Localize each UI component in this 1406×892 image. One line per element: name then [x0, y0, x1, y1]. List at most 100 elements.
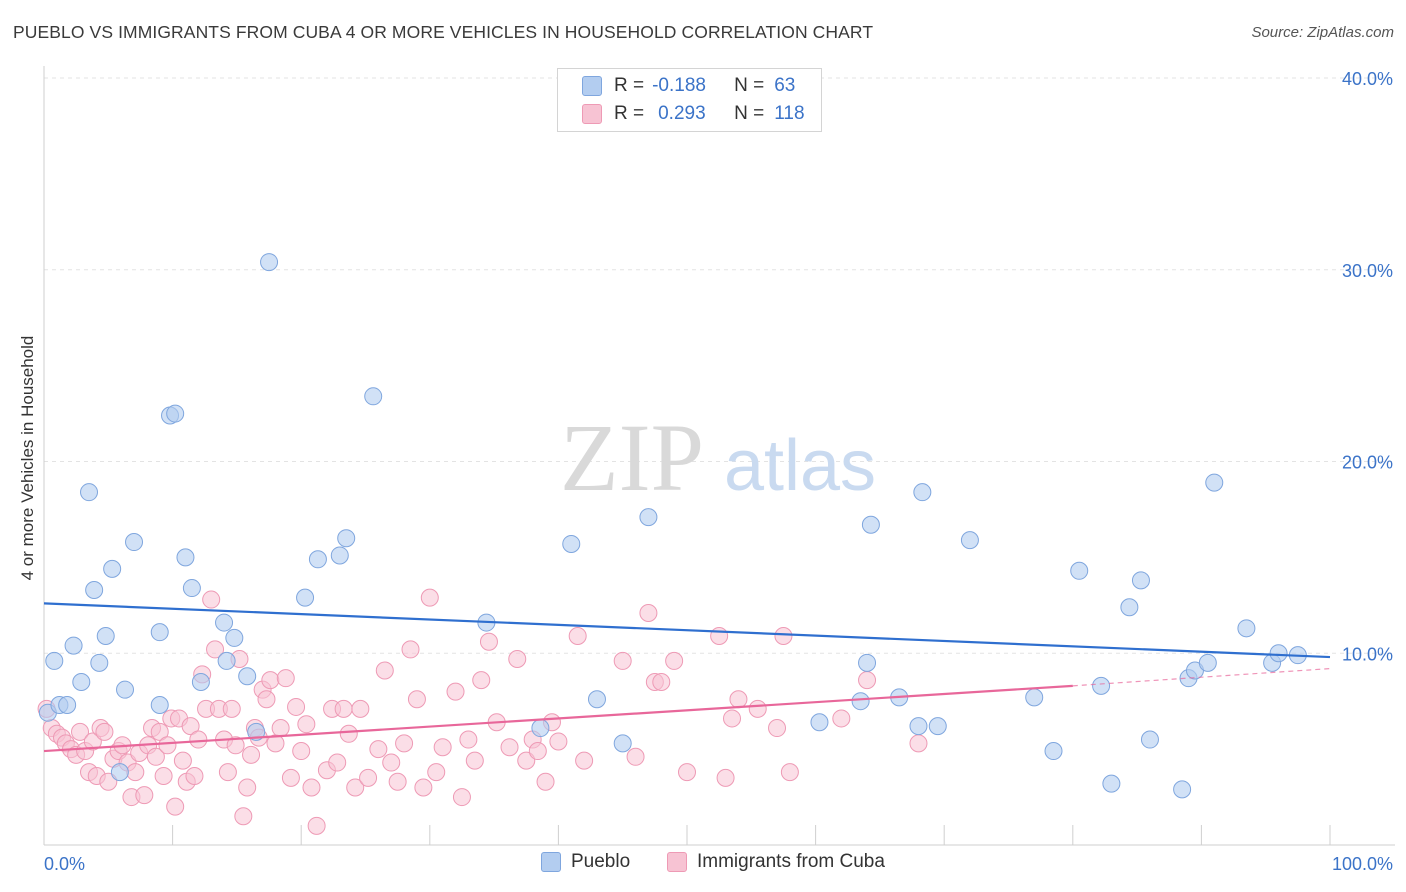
pueblo-point	[238, 667, 257, 686]
cuba-point	[427, 763, 446, 782]
cuba-point	[154, 766, 173, 785]
pueblo-point	[562, 534, 581, 553]
cuba-point	[202, 590, 221, 609]
cuba-point	[334, 699, 353, 718]
cuba-point	[388, 772, 407, 791]
cuba-point	[536, 772, 555, 791]
y-tick-label: 40.0%	[1342, 69, 1393, 89]
cuba-point	[407, 690, 426, 709]
y-tick-label: 30.0%	[1342, 261, 1393, 281]
cuba-point	[452, 788, 471, 807]
pueblo-point	[166, 404, 185, 423]
cuba-point	[472, 671, 491, 690]
legend-row-cuba: R = 0.293 N = 118	[582, 102, 805, 126]
cuba-point	[95, 722, 114, 741]
cuba-point	[549, 732, 568, 751]
y-tick-label: 10.0%	[1342, 644, 1393, 664]
cuba-point	[307, 816, 326, 835]
pueblo-point	[125, 533, 144, 552]
legend-n-value: 118	[774, 103, 805, 124]
cuba-swatch-icon	[582, 104, 602, 124]
cuba-trend-extension	[1072, 667, 1331, 687]
source-label: Source: ZipAtlas.com	[1251, 24, 1394, 41]
cuba-point	[189, 730, 208, 749]
pueblo-point	[58, 696, 77, 715]
cuba-point	[780, 763, 799, 782]
cuba-point	[479, 632, 498, 651]
cuba-point	[135, 786, 154, 805]
y-axis-label: 4 or more Vehicles in Household	[18, 335, 37, 581]
pueblo-point	[913, 483, 932, 502]
cuba-point	[158, 736, 177, 755]
legend-item-pueblo: Pueblo	[541, 851, 630, 873]
cuba-point	[401, 640, 420, 659]
tick-labels: 10.0% 20.0% 30.0% 40.0% 0.0% 100.0%	[44, 69, 1393, 874]
pueblo-point	[96, 626, 115, 645]
cuba-point	[281, 768, 300, 787]
pueblo-point	[613, 734, 632, 753]
cuba-point	[575, 751, 594, 770]
cuba-point	[126, 763, 145, 782]
cuba-point	[257, 690, 276, 709]
pueblo-point	[150, 623, 169, 642]
legend-n-value: 63	[774, 75, 796, 96]
cuba-point	[181, 717, 200, 736]
cuba-point	[433, 738, 452, 757]
pueblo-point	[1237, 619, 1256, 638]
pueblo-point	[1140, 730, 1159, 749]
cuba-point	[292, 742, 311, 761]
legend-r-label: R =	[614, 103, 645, 124]
legend-n-label: N =	[734, 103, 765, 124]
pueblo-point	[851, 692, 870, 711]
cuba-point	[287, 697, 306, 716]
pueblo-trend-line	[43, 602, 1331, 659]
cuba-point	[150, 722, 169, 741]
correlation-legend: R = -0.188 N = 63 R = 0.293 N = 118	[557, 68, 822, 132]
pueblo-point	[1205, 473, 1224, 492]
pueblo-point	[861, 515, 880, 534]
cuba-swatch-icon	[667, 852, 687, 872]
pueblo-point	[639, 508, 658, 527]
series-cuba-points	[37, 588, 928, 835]
pueblo-point	[587, 690, 606, 709]
cuba-point	[185, 766, 204, 785]
pueblo-point	[103, 559, 122, 578]
cuba-point	[710, 626, 729, 645]
cuba-point	[723, 709, 742, 728]
cuba-point	[665, 651, 684, 670]
pueblo-point	[1025, 688, 1044, 707]
pueblo-point	[191, 673, 210, 692]
legend-label-cuba: Immigrants from Cuba	[697, 851, 885, 872]
cuba-point	[382, 753, 401, 772]
cuba-point	[359, 768, 378, 787]
cuba-point	[226, 736, 245, 755]
cuba-point	[234, 807, 253, 826]
cuba-point	[99, 772, 118, 791]
cuba-point	[420, 588, 439, 607]
pueblo-point	[928, 717, 947, 736]
pueblo-point	[176, 548, 195, 567]
cuba-point	[716, 768, 735, 787]
cuba-point	[774, 626, 793, 645]
pueblo-point	[810, 713, 829, 732]
cuba-point	[639, 603, 658, 622]
pueblo-point	[182, 579, 201, 598]
pueblo-point	[72, 673, 91, 692]
cuba-point	[414, 778, 433, 797]
pueblo-point	[110, 763, 129, 782]
cuba-point	[146, 747, 165, 766]
cuba-point	[395, 734, 414, 753]
y-tick-label: 20.0%	[1342, 453, 1393, 473]
legend-row-pueblo: R = -0.188 N = 63	[582, 74, 795, 98]
cuba-point	[369, 740, 388, 759]
cuba-point	[328, 753, 347, 772]
cuba-point	[678, 763, 696, 782]
pueblo-point	[1092, 676, 1111, 695]
cuba-point	[446, 682, 465, 701]
cuba-point	[276, 669, 295, 688]
cuba-point	[748, 699, 767, 718]
watermark: ZIP atlas	[560, 404, 876, 511]
pueblo-point	[1198, 653, 1217, 672]
pueblo-point	[1120, 598, 1139, 617]
